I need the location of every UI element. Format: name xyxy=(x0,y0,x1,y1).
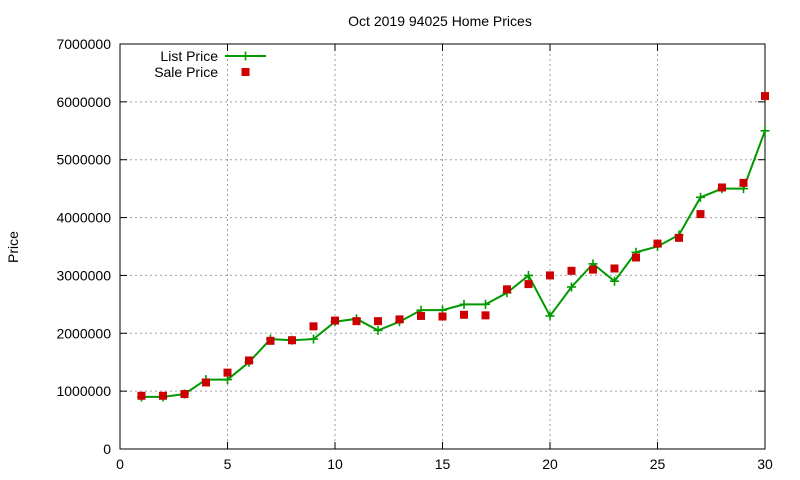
y-axis-ticks: 0 1000000 2000000 3000000 4000000 5000000 6000… xyxy=(56,36,765,457)
sale-price-point xyxy=(546,271,554,280)
sale-price-point xyxy=(696,210,705,219)
list-price-point xyxy=(309,334,318,344)
list-price-point xyxy=(760,126,770,136)
legend-label: List Price xyxy=(160,48,218,64)
y-axis-label: Price xyxy=(5,231,21,263)
sale-price-point xyxy=(352,317,361,326)
sale-price-point xyxy=(524,280,533,289)
series-layer xyxy=(137,92,770,402)
sale-price-point xyxy=(739,178,748,187)
x-tick-label: 10 xyxy=(327,456,343,472)
y-tick-label: 0 xyxy=(103,441,111,457)
sale-price-point xyxy=(331,316,339,325)
x-tick-label: 25 xyxy=(650,456,666,472)
x-axis-ticks: 0 5 10 15 20 25 30 xyxy=(116,44,773,472)
sale-price-point xyxy=(481,311,490,320)
sale-price-point xyxy=(675,233,683,242)
list-price-point xyxy=(373,325,383,335)
x-tick-label: 30 xyxy=(757,456,773,472)
legend-label: Sale Price xyxy=(154,64,218,80)
y-tick-label: 6000000 xyxy=(56,94,111,110)
list-price-point xyxy=(567,282,576,292)
y-tick-label: 2000000 xyxy=(56,325,111,341)
sale-price-point xyxy=(202,378,210,387)
sale-price-point xyxy=(589,265,597,274)
list-price-point xyxy=(459,299,469,309)
sale-price-point xyxy=(137,391,146,400)
legend-plus-marker xyxy=(241,51,250,61)
sale-price-point xyxy=(567,266,576,275)
y-tick-label: 1000000 xyxy=(56,383,111,399)
list-price-point xyxy=(481,299,490,309)
sale-price-point xyxy=(288,336,296,345)
legend-square-marker xyxy=(241,68,250,76)
x-tick-label: 15 xyxy=(435,456,451,472)
sale-price-point xyxy=(503,285,511,294)
y-tick-label: 7000000 xyxy=(56,36,111,52)
sale-price-point xyxy=(395,315,404,324)
y-tick-label: 5000000 xyxy=(56,152,111,168)
sale-price-point xyxy=(374,317,382,326)
sale-price-point xyxy=(245,356,253,365)
series-sale-price xyxy=(137,92,769,400)
list-price-point xyxy=(524,270,533,280)
sale-price-point xyxy=(718,183,726,192)
sale-price-point xyxy=(223,368,232,377)
sale-price-point xyxy=(309,322,318,331)
y-tick-label: 3000000 xyxy=(56,267,111,283)
sale-price-point xyxy=(438,312,447,321)
sale-price-point xyxy=(180,390,189,399)
sale-price-point xyxy=(761,92,769,101)
chart-title: Oct 2019 94025 Home Prices xyxy=(348,13,532,29)
sale-price-point xyxy=(653,239,662,248)
list-price-point xyxy=(545,311,555,321)
sale-price-point xyxy=(632,253,640,262)
sale-price-point xyxy=(460,310,468,319)
x-tick-label: 5 xyxy=(224,456,232,472)
x-tick-label: 20 xyxy=(542,456,558,472)
list-price-point xyxy=(696,192,705,202)
sale-price-point xyxy=(266,336,275,345)
list-price-point xyxy=(610,276,619,286)
x-tick-label: 0 xyxy=(116,456,124,472)
sale-price-point xyxy=(610,264,619,273)
sale-price-point xyxy=(417,311,425,320)
sale-price-point xyxy=(159,391,167,400)
y-tick-label: 4000000 xyxy=(56,210,111,226)
